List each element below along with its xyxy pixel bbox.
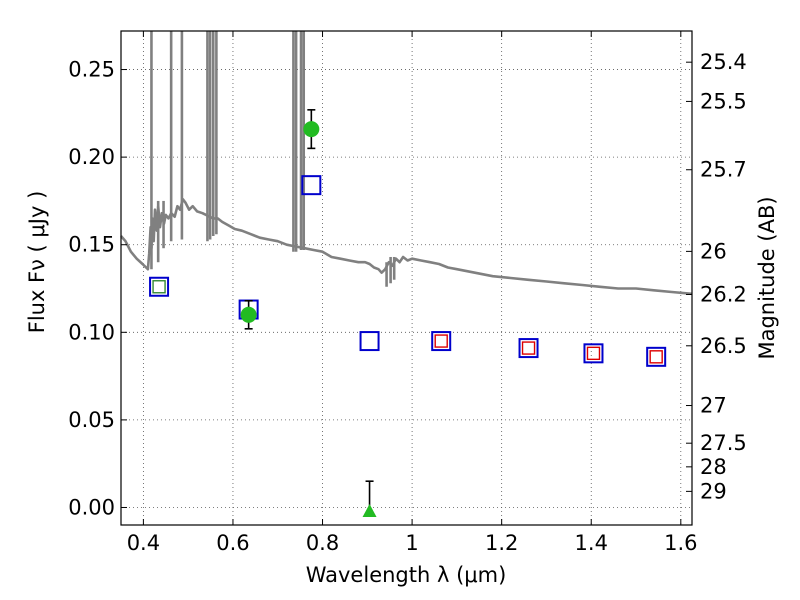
model-photometry-square [359,331,380,352]
observed-photometry-square [434,334,448,348]
x-tick-label: 0.4 [127,531,160,555]
axis-ticks: 0.4 0.6 0.8 1 1.2 1.4 1.6 0.00 0.05 0.10 0.15 0.20 0… [68,31,747,555]
y-tick-label: 0.20 [68,145,115,169]
y-tick-label: 0.10 [68,320,115,344]
x-tick-label: 0.6 [216,531,249,555]
model-photometry-square [431,331,452,352]
y-tick-label: 0.05 [68,408,115,432]
x-tick-label: 0.8 [306,531,339,555]
detection-point [303,121,320,138]
y2-tick-label: 25.5 [700,89,747,113]
y2-tick-label: 25.7 [700,158,747,182]
model-photometry-square [149,276,170,297]
y2-tick-label: 26.2 [700,282,747,306]
inner-photometry-square [152,280,166,294]
model-photometry-square [646,346,667,367]
x-tick-label: 1.4 [575,531,608,555]
y2-tick-label: 27.5 [700,431,747,455]
y2-tick-label: 29 [700,479,727,503]
model-photometry-square [583,343,604,364]
y2-axis-title: Magnitude (AB) [755,196,779,359]
y2-tick-label: 25.4 [700,50,747,74]
observed-photometry-square [649,350,663,364]
plot-area [120,31,693,517]
observed-photometry-square [521,341,536,355]
x-axis-title: Wavelength λ (μm) [306,563,507,587]
x-tick-label: 1.2 [485,531,518,555]
y2-tick-label: 26 [700,239,727,263]
detection-point [240,306,257,323]
x-tick-label: 1.6 [664,531,697,555]
y-axis-title: Flux Fν ( μJy ) [25,191,49,334]
y-tick-label: 0.25 [68,58,115,82]
model-photometry-square [301,175,322,196]
x-tick-label: 1 [405,531,418,555]
y2-tick-label: 26.5 [700,334,747,358]
model-photometry-square [518,338,539,359]
y2-tick-label: 28 [700,455,727,479]
observed-photometry-square [586,346,601,361]
y2-tick-label: 27 [700,394,727,418]
upper-limit-point [362,503,377,517]
y-tick-label: 0.00 [68,495,115,519]
y-tick-label: 0.15 [68,233,115,257]
plot-frame [120,30,693,526]
